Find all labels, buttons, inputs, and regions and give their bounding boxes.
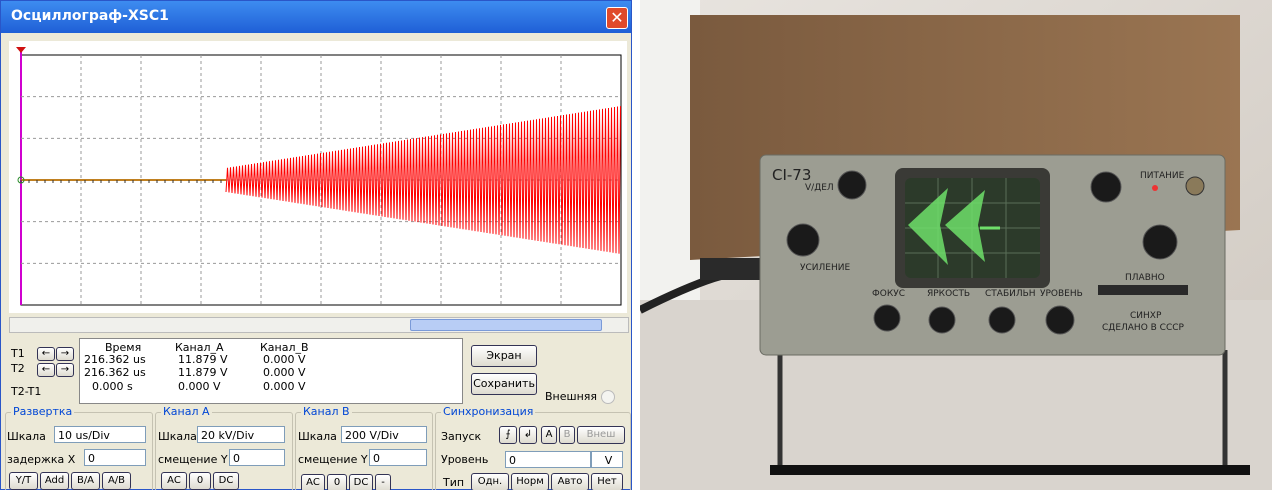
device-label: СДЕЛАНО В СССР <box>1102 323 1185 333</box>
cursor-label: T2-T1 <box>11 385 41 398</box>
coupling-button[interactable]: DC <box>213 472 239 490</box>
external-label: Внешняя <box>545 390 597 403</box>
coupling-button[interactable]: DC <box>349 474 373 490</box>
coupling-button[interactable]: AC <box>301 474 325 490</box>
field-label: смещение Y <box>298 453 368 466</box>
edge-button[interactable]: ↲ <box>519 426 537 444</box>
slider <box>1098 285 1188 295</box>
source-button[interactable]: Внеш <box>577 426 625 444</box>
field-label: Шкала <box>158 430 197 443</box>
readout-cell: 11.879 V <box>178 366 228 379</box>
title-bar: Осциллограф-XSC1 ✕ <box>1 1 631 33</box>
device-label: СТАБИЛЬН <box>985 289 1036 299</box>
field-label: Тип <box>443 476 464 489</box>
readout-cell: 0.000 V <box>263 366 306 379</box>
field-label: Шкала <box>7 430 46 443</box>
cursor-right[interactable]: → <box>56 363 74 377</box>
readout-cell: 0.000 s <box>92 380 133 393</box>
coupling-button[interactable]: AC <box>161 472 187 490</box>
readout-cell: 216.362 us <box>84 366 146 379</box>
close-button[interactable]: ✕ <box>606 7 628 29</box>
readout-table: Время Канал_A Канал_B 216.362 us 11.879 … <box>79 338 463 404</box>
scrollbar[interactable] <box>9 317 629 333</box>
group-title: Синхронизация <box>441 405 535 418</box>
cursor-label: T2 <box>11 362 25 375</box>
coupling-button[interactable]: 0 <box>327 474 347 490</box>
power-switch <box>1186 177 1204 195</box>
device-label: CI-73 <box>772 166 811 184</box>
unit: V <box>591 451 623 468</box>
cursor-left[interactable]: ← <box>37 363 55 377</box>
group-title: Развертка <box>11 405 74 418</box>
scope-screen <box>9 41 627 313</box>
device-label: СИНХР <box>1130 311 1162 321</box>
readout-cell: 216.362 us <box>84 353 146 366</box>
radio[interactable] <box>601 390 615 404</box>
input[interactable]: 10 us/Div <box>54 426 146 443</box>
cursor-right[interactable]: → <box>56 347 74 361</box>
readout-cell: 0.000 V <box>263 353 306 366</box>
field-label: Шкала <box>298 430 337 443</box>
device-label: ПЛАВНО <box>1125 273 1165 283</box>
mode-button[interactable]: Y/T <box>9 472 38 490</box>
device-label: V/ДЕЛ <box>805 183 834 193</box>
input[interactable]: 0 <box>84 449 146 466</box>
mode-button[interactable]: Add <box>40 472 69 490</box>
oscilloscope-window: Осциллограф-XSC1 ✕ T1 T2 T2-T1 ← → ← → В… <box>0 0 632 490</box>
input[interactable]: 0 <box>229 449 285 466</box>
device-label: ЯРКОСТЬ <box>927 289 970 299</box>
save-button[interactable]: Сохранить <box>471 373 537 395</box>
field-label: смещение Y <box>158 453 228 466</box>
readout-cell: 11.879 V <box>178 353 228 366</box>
type-button[interactable]: Нет <box>591 473 623 490</box>
input[interactable]: 20 kV/Div <box>197 426 285 443</box>
scroll-thumb[interactable] <box>410 319 602 331</box>
source-button[interactable]: B <box>559 426 575 444</box>
edge-button[interactable]: ⨍ <box>499 426 517 444</box>
field-label: Запуск <box>441 430 481 443</box>
group-title: Канал B <box>301 405 352 418</box>
coupling-button[interactable]: - <box>375 474 391 490</box>
type-button[interactable]: Норм <box>511 473 549 490</box>
input[interactable]: 0 <box>369 449 427 466</box>
mode-button[interactable]: A/B <box>102 472 131 490</box>
type-button[interactable]: Одн. <box>471 473 509 490</box>
input[interactable]: 0 <box>505 451 591 468</box>
device-label: ПИТАНИЕ <box>1140 171 1185 181</box>
field-label: Уровень <box>441 453 488 466</box>
screen-button[interactable]: Экран <box>471 345 537 367</box>
cursor-left[interactable]: ← <box>37 347 55 361</box>
mode-button[interactable]: B/A <box>71 472 100 490</box>
photo: CI-73 V/ДЕЛ УСИЛЕНИЕ ФОКУС ЯРКОСТЬ СТАБИ… <box>640 0 1272 490</box>
device-label: УРОВЕНЬ <box>1040 289 1083 299</box>
window-title: Осциллограф-XSC1 <box>11 8 169 24</box>
readout-cell: 0.000 V <box>263 380 306 393</box>
coupling-button[interactable]: 0 <box>189 472 211 490</box>
source-button[interactable]: A <box>541 426 557 444</box>
cursor-label: T1 <box>11 347 25 360</box>
field-label: задержка X <box>7 453 75 466</box>
type-button[interactable]: Авто <box>551 473 589 490</box>
device-label: УСИЛЕНИЕ <box>800 263 850 273</box>
group-title: Канал A <box>161 405 212 418</box>
device-label: ФОКУС <box>872 289 905 299</box>
power-lamp <box>1152 185 1158 191</box>
input[interactable]: 200 V/Div <box>341 426 427 443</box>
screenshot: Осциллограф-XSC1 ✕ T1 T2 T2-T1 ← → ← → В… <box>0 0 1272 490</box>
readout-cell: 0.000 V <box>178 380 221 393</box>
